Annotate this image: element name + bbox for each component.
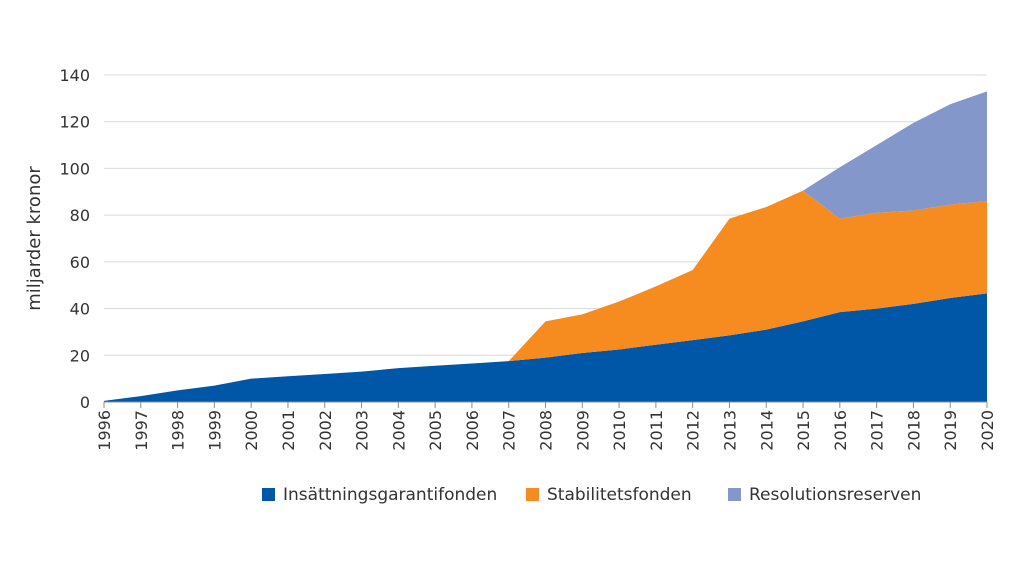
x-tick-label: 2005 — [426, 410, 445, 451]
y-tick-label: 140 — [59, 66, 90, 85]
gridlines — [104, 74, 987, 356]
x-tick-label: 2014 — [757, 410, 776, 451]
area-series-1 — [104, 293, 987, 402]
y-axis-title: miljarder kronor — [24, 166, 45, 311]
x-tick-label: 2003 — [353, 410, 372, 451]
y-tick-label: 0 — [80, 393, 90, 412]
x-tick-label: 2007 — [500, 410, 519, 451]
y-tick-label: 120 — [59, 113, 90, 132]
x-tick-label: 2016 — [831, 410, 850, 451]
x-tick-label: 2006 — [463, 410, 482, 451]
x-tick-label: 1998 — [169, 410, 188, 451]
x-tick-label: 1997 — [132, 410, 151, 451]
x-tick-label: 2015 — [794, 410, 813, 451]
legend-swatch — [262, 488, 275, 501]
y-tick-label: 80 — [70, 206, 90, 225]
areas — [104, 91, 987, 402]
x-tick-label: 2004 — [389, 410, 408, 451]
x-tick-label: 2010 — [610, 410, 629, 451]
legend-label: Insättningsgarantifonden — [283, 485, 497, 505]
legend: Insättningsgarantifonden Stabilitetsfonde… — [262, 485, 921, 505]
x-tick-label: 2013 — [720, 410, 739, 451]
x-tick-label: 2011 — [647, 410, 666, 451]
x-tick-label: 1996 — [95, 410, 114, 451]
x-tick-label: 2001 — [279, 410, 298, 451]
y-tick-label: 100 — [59, 159, 90, 178]
x-tick-label: 2020 — [978, 410, 997, 451]
axes: 0 20 40 60 80 100 120 140 1996 1997 1998 1999 2000 20… — [59, 66, 997, 451]
x-tick-label: 2012 — [684, 410, 703, 451]
legend-label: Stabilitetsfonden — [547, 485, 692, 505]
x-tick-label: 1999 — [205, 410, 224, 451]
y-tick-label: 20 — [70, 346, 90, 365]
y-tick-label: 40 — [70, 300, 90, 319]
x-tick-label: 2019 — [941, 410, 960, 451]
x-tick-label: 2000 — [242, 410, 261, 451]
area-series-2 — [104, 190, 987, 401]
x-tick-label: 2002 — [316, 410, 335, 451]
legend-label: Resolutionsreserven — [749, 485, 921, 505]
legend-swatch — [728, 488, 741, 501]
y-tick-label: 60 — [70, 253, 90, 272]
legend-swatch — [526, 488, 539, 501]
x-tick-label: 2018 — [904, 410, 923, 451]
x-tick-label: 2017 — [868, 410, 887, 451]
x-tick-label: 2009 — [573, 410, 592, 451]
x-tick-label: 2008 — [537, 410, 556, 451]
